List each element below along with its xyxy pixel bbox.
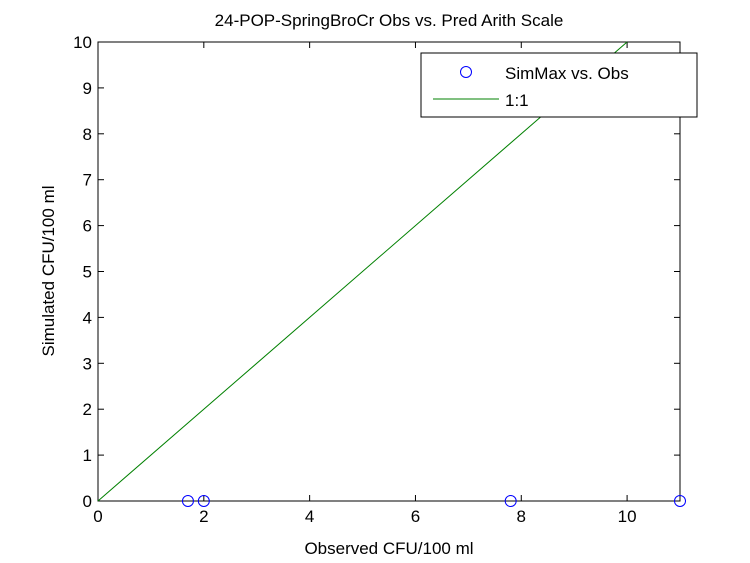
data-point — [504, 495, 517, 507]
x-tick-label: 2 — [199, 507, 208, 526]
x-tick-label: 8 — [517, 507, 526, 526]
one-to-one-line — [97, 41, 628, 502]
y-tick-label: 3 — [83, 354, 92, 373]
chart-title: 24-POP-SpringBroCr Obs vs. Pred Arith Sc… — [215, 11, 564, 30]
x-axis-label: Observed CFU/100 ml — [304, 539, 473, 558]
data-point — [181, 495, 194, 507]
y-tick-label: 5 — [83, 263, 92, 282]
legend-label-series-2: 1:1 — [505, 91, 529, 110]
y-axis-label: Simulated CFU/100 ml — [39, 185, 58, 356]
x-tick-label: 10 — [618, 507, 637, 526]
y-tick-label: 10 — [73, 33, 92, 52]
y-tick-label: 7 — [83, 171, 92, 190]
y-tick-label: 2 — [83, 400, 92, 419]
y-tick-label: 1 — [83, 446, 92, 465]
legend-marker-circle — [460, 66, 472, 78]
data-point — [197, 495, 210, 507]
x-tick-label: 4 — [305, 507, 314, 526]
y-tick-label: 8 — [83, 125, 92, 144]
y-tick-label: 9 — [83, 79, 92, 98]
x-tick-label: 0 — [93, 507, 102, 526]
y-tick-label: 4 — [83, 308, 92, 327]
data-point — [674, 495, 686, 507]
y-tick-label: 6 — [83, 217, 92, 236]
x-tick-label: 6 — [411, 507, 420, 526]
y-tick-label: 0 — [83, 492, 92, 511]
legend: SimMax vs. Obs 1:1 — [420, 52, 698, 118]
legend-label-series-1: SimMax vs. Obs — [505, 64, 629, 83]
plot-area — [97, 41, 681, 502]
